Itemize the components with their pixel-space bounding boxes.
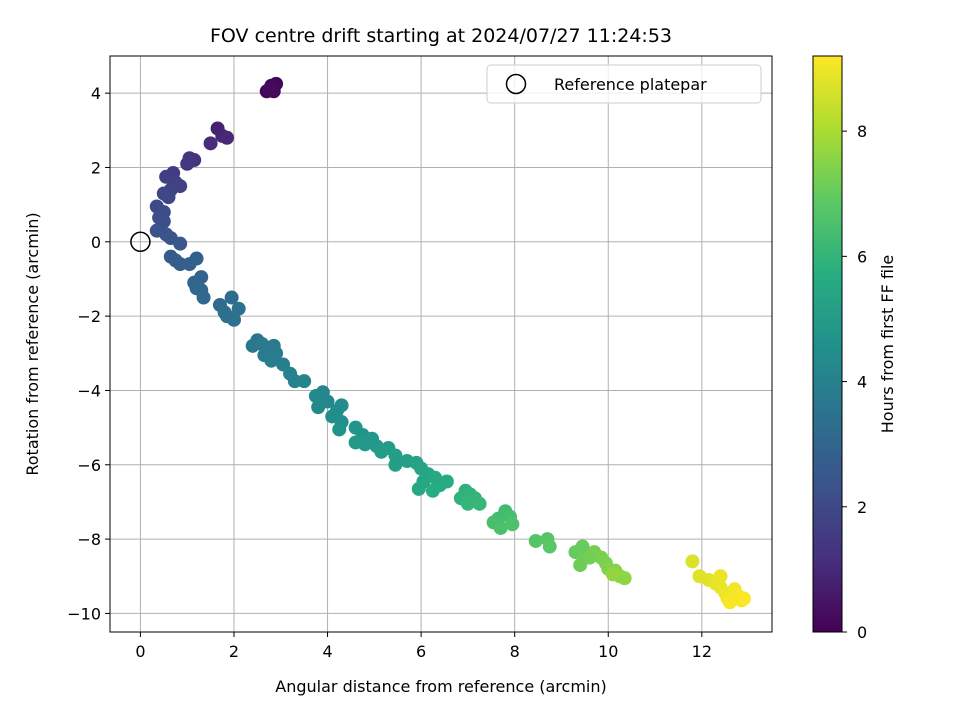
colorbar-tick-label: 0 (857, 623, 867, 642)
data-point (297, 374, 312, 389)
data-point (528, 533, 543, 548)
x-tick-label: 0 (135, 642, 145, 661)
y-tick-label: 4 (91, 84, 101, 103)
data-point (460, 496, 475, 511)
data-point (493, 520, 508, 535)
y-tick-label: −4 (77, 381, 101, 400)
x-ticks: 0 2 4 6 8 10 12 (135, 632, 712, 661)
data-point (617, 571, 632, 586)
data-point (203, 136, 218, 151)
data-point (226, 312, 241, 327)
data-point (189, 251, 204, 266)
data-point (311, 400, 326, 415)
y-axis-label: Rotation from reference (arcmin) (23, 212, 42, 475)
data-point (180, 156, 195, 171)
data-point (573, 558, 588, 573)
data-point (472, 496, 487, 511)
data-points (149, 76, 751, 610)
data-point (605, 567, 620, 582)
legend-marker (505, 73, 527, 95)
data-point (255, 337, 270, 351)
y-tick-label: −6 (77, 456, 101, 475)
colorbar-label: Hours from first FF file (878, 255, 897, 434)
data-point (332, 422, 347, 437)
x-tick-label: 6 (416, 642, 426, 661)
x-tick-label: 10 (598, 642, 618, 661)
data-point (425, 483, 440, 498)
y-tick-label: 0 (91, 233, 101, 252)
colorbar-gradient (812, 55, 843, 633)
data-point (348, 435, 363, 450)
colorbar-tick-label: 6 (857, 247, 867, 266)
chart-title: FOV centre drift starting at 2024/07/27 … (210, 25, 672, 47)
data-point (224, 290, 239, 305)
legend-box (486, 64, 762, 104)
x-tick-label: 2 (229, 642, 239, 661)
data-point (411, 481, 426, 496)
data-point (334, 398, 349, 413)
data-point (262, 82, 277, 97)
colorbar-ticks: 0 2 4 6 8 (842, 122, 867, 642)
x-tick-label: 8 (510, 642, 520, 661)
data-point (264, 353, 279, 368)
x-axis-label: Angular distance from reference (arcmin) (275, 677, 606, 696)
legend-label: Reference platepar (554, 75, 707, 94)
y-tick-label: 2 (91, 158, 101, 177)
colorbar: 0 2 4 6 8 Hours from first FF file (812, 55, 897, 642)
colorbar-tick-label: 4 (857, 373, 867, 392)
data-point (505, 517, 520, 532)
data-point (736, 591, 751, 606)
legend: Reference platepar (486, 64, 762, 104)
data-point (308, 389, 323, 404)
y-tick-label: −8 (77, 530, 101, 549)
y-ticks: −10 −8 −6 −4 −2 0 2 4 (67, 84, 110, 623)
colorbar-tick-label: 2 (857, 498, 867, 517)
data-point (439, 474, 454, 489)
y-tick-label: −2 (77, 307, 101, 326)
plot-frame (109, 55, 773, 633)
colorbar-tick-label: 8 (857, 122, 867, 141)
x-tick-label: 12 (692, 642, 712, 661)
data-point (156, 186, 171, 201)
data-point (173, 236, 188, 251)
data-point (219, 130, 234, 145)
data-point (388, 457, 403, 472)
x-tick-label: 4 (322, 642, 332, 661)
reference-platepar-marker (130, 231, 151, 253)
data-point (685, 554, 700, 569)
data-point (196, 290, 211, 305)
data-point (542, 539, 557, 554)
data-point (231, 301, 246, 316)
data-point (713, 569, 728, 584)
data-point (374, 444, 389, 459)
y-tick-label: −10 (67, 604, 101, 623)
